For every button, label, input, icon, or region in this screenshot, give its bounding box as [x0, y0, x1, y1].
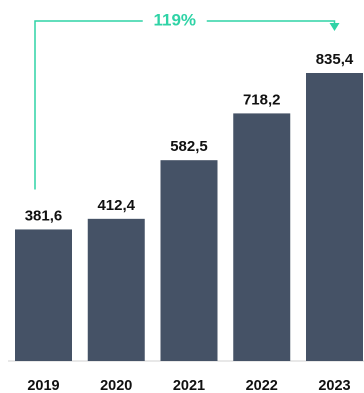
x-tick-label-2019: 2019: [27, 378, 59, 393]
bar-2022: [233, 113, 291, 362]
growth-percentage-label: 119%: [153, 10, 196, 29]
value-labels-layer: 381,6 412,4 582,5 718,2 835,4: [25, 51, 354, 224]
value-label-2019: 381,6: [25, 207, 63, 224]
growth-arrowhead: [329, 23, 340, 31]
x-tick-label-2023: 2023: [318, 378, 350, 393]
x-tick-label-2022: 2022: [246, 378, 278, 393]
growth-connector-left: [34, 20, 143, 190]
x-tick-label-2021: 2021: [173, 378, 205, 393]
bar-2019: [15, 229, 72, 361]
bar-2021: [160, 160, 218, 361]
growth-connector-right: [206, 20, 336, 24]
value-label-2020: 412,4: [97, 197, 135, 214]
bar-2020: [87, 218, 145, 361]
bars-layer: [15, 73, 363, 362]
value-label-2023: 835,4: [316, 51, 354, 68]
tick-labels-layer: 2019 2020 2021 2022 2023: [27, 378, 350, 393]
x-tick-label-2020: 2020: [100, 378, 132, 393]
value-label-2021: 582,5: [170, 138, 208, 155]
value-label-2022: 718,2: [243, 91, 281, 108]
growth-annotation: 119%: [34, 10, 340, 190]
bar-2023: [306, 73, 363, 361]
